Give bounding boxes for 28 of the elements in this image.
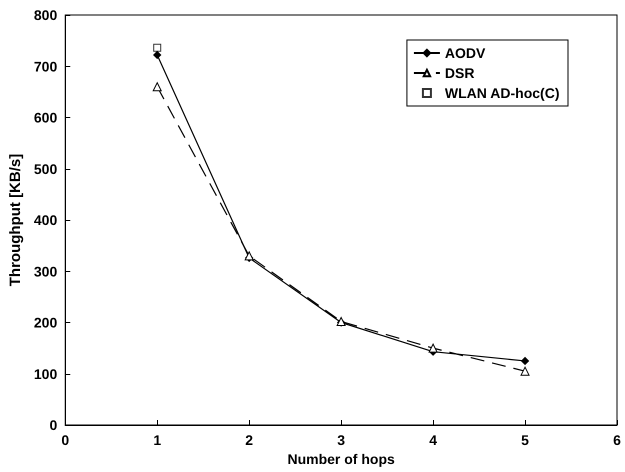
x-tick-label: 4 <box>429 432 438 448</box>
x-tick-label: 0 <box>61 432 70 448</box>
legend-label: WLAN AD-hoc(C) <box>444 85 560 101</box>
x-axis-title: Number of hops <box>287 450 395 467</box>
x-tick-label: 6 <box>613 432 622 448</box>
y-tick-label: 0 <box>49 417 58 433</box>
y-tick-label: 800 <box>34 7 58 23</box>
point <box>521 356 530 365</box>
point <box>153 44 162 52</box>
point <box>428 344 438 353</box>
y-tick-label: 300 <box>34 263 58 280</box>
x-tick-label: 5 <box>521 432 530 448</box>
point <box>153 50 162 59</box>
point <box>244 251 254 260</box>
x-tick-label: 2 <box>245 432 254 448</box>
y-tick-label: 400 <box>34 212 58 228</box>
legend-label: AODV <box>444 45 486 61</box>
y-tick-label: 600 <box>34 110 58 126</box>
y-tick-label: 500 <box>34 160 58 177</box>
y-tick-label: 700 <box>34 58 58 74</box>
x-tick-label: 3 <box>337 432 346 448</box>
x-tick-label: 1 <box>153 432 162 448</box>
point <box>152 82 162 92</box>
point <box>520 366 530 376</box>
y-tick-label: 100 <box>34 366 58 382</box>
legend-label: DSR <box>444 65 474 81</box>
y-axis-title: Throughput [KB/s] <box>7 154 24 286</box>
y-tick-label: 200 <box>34 314 58 330</box>
